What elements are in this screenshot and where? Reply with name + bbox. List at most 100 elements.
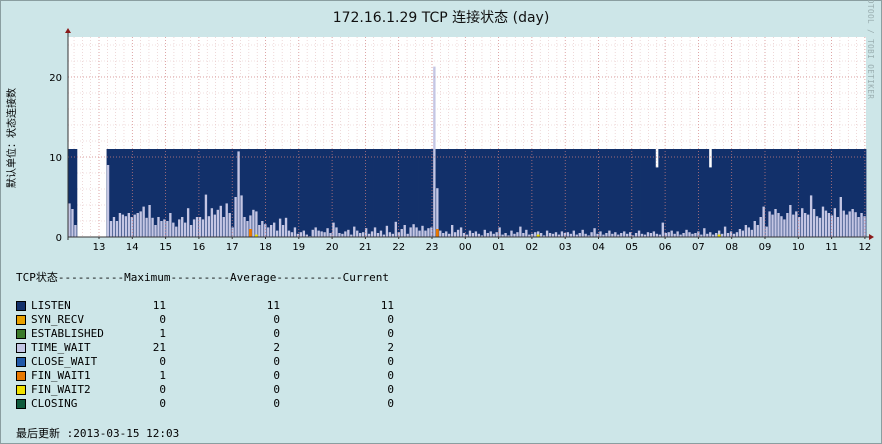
time-wait-bar — [513, 233, 516, 237]
listen-bar — [127, 149, 131, 237]
listen-bar — [326, 149, 330, 237]
listen-bar — [515, 149, 520, 237]
time-wait-bar — [732, 233, 736, 237]
time-wait-bar — [516, 232, 519, 237]
listen-bar — [180, 149, 185, 237]
listen-bar — [474, 149, 478, 237]
listen-bar — [257, 149, 262, 237]
listen-bar — [794, 149, 799, 237]
time-wait-bar — [809, 195, 813, 237]
time-wait-bar — [608, 230, 611, 237]
listen-bar — [578, 149, 582, 237]
time-wait-bar — [522, 233, 525, 237]
listen-bar — [426, 149, 431, 237]
listen-bar — [649, 149, 653, 237]
time-wait-bar — [777, 213, 780, 237]
listen-bar — [148, 149, 152, 237]
listen-bar — [382, 149, 386, 237]
listen-bar — [551, 149, 555, 237]
listen-bar — [560, 149, 564, 237]
time-wait-bar — [860, 213, 863, 237]
listen-bar — [278, 149, 282, 237]
listen-bar — [673, 149, 677, 237]
listen-bar — [765, 149, 769, 237]
time-wait-bar — [210, 208, 214, 237]
listen-bar — [658, 149, 662, 237]
listen-bar — [349, 149, 354, 237]
time-wait-bar — [424, 230, 427, 237]
listen-bar — [388, 149, 392, 237]
time-wait-bar — [640, 233, 644, 237]
time-wait-bar — [703, 228, 706, 237]
listen-bar — [809, 149, 814, 237]
time-wait-bar — [71, 209, 74, 237]
legend-series-name: FIN_WAIT1 — [31, 369, 91, 382]
time-wait-bar — [744, 225, 748, 237]
time-wait-bar — [729, 231, 733, 237]
time-wait-bar — [112, 217, 116, 237]
time-wait-bar — [287, 230, 291, 237]
listen-bar — [800, 149, 805, 237]
listen-bar — [231, 149, 235, 237]
time-wait-bar — [655, 233, 659, 237]
fin-wait1-mark — [248, 229, 252, 237]
listen-bar — [320, 149, 324, 237]
listen-bar — [329, 149, 333, 237]
listen-bar — [744, 149, 748, 237]
time-wait-bar — [412, 224, 415, 237]
listen-bar — [616, 149, 621, 237]
x-tick-label: 03 — [559, 242, 572, 253]
listen-bar — [539, 149, 544, 237]
legend-current-value: 0 — [387, 397, 394, 410]
listen-bar — [477, 149, 481, 237]
time-wait-bar — [804, 213, 807, 237]
listen-bar — [818, 149, 822, 237]
time-wait-bar — [121, 214, 125, 237]
time-wait-bar — [462, 233, 466, 237]
fin-wait2-mark — [717, 234, 721, 237]
listen-bar — [391, 149, 395, 237]
listen-bar — [139, 149, 143, 237]
time-wait-bar — [667, 232, 670, 237]
listen-bar — [444, 149, 449, 237]
listen-bar — [290, 149, 294, 237]
listen-bar — [720, 149, 725, 237]
listen-bar — [216, 149, 220, 237]
listen-bar — [676, 149, 680, 237]
time-wait-bar — [385, 225, 389, 237]
listen-bar — [373, 149, 377, 237]
listen-bar — [73, 149, 78, 237]
listen-bar — [759, 149, 763, 237]
time-wait-bar — [163, 219, 166, 237]
listen-bar — [109, 149, 113, 237]
time-wait-bar — [539, 233, 543, 237]
listen-bar — [708, 167, 713, 237]
time-wait-bar — [507, 235, 510, 237]
listen-bar — [296, 149, 300, 237]
time-wait-bar — [293, 227, 297, 237]
time-wait-bar — [833, 208, 837, 237]
time-wait-bar — [323, 232, 326, 237]
listen-bar — [634, 149, 638, 237]
time-wait-bar — [225, 203, 228, 237]
x-tick-label: 01 — [492, 242, 505, 253]
time-wait-bar — [798, 217, 801, 237]
listen-bar — [240, 149, 244, 237]
listen-bar — [201, 149, 205, 237]
time-wait-bar — [394, 221, 397, 237]
listen-bar — [409, 149, 413, 237]
time-wait-bar — [296, 233, 300, 237]
time-wait-bar — [605, 233, 608, 237]
time-wait-bar — [863, 216, 866, 237]
listen-bar — [299, 149, 303, 237]
x-tick-label: 12 — [859, 242, 872, 253]
time-wait-bar — [350, 234, 353, 237]
time-wait-bar — [270, 225, 273, 237]
time-wait-bar — [584, 233, 587, 237]
listen-bar — [213, 149, 217, 237]
listen-bar — [521, 149, 526, 237]
time-wait-bar — [569, 233, 573, 237]
listen-bar — [121, 149, 125, 237]
legend-series-name: ESTABLISHED — [31, 327, 104, 340]
listen-bar — [857, 149, 861, 237]
